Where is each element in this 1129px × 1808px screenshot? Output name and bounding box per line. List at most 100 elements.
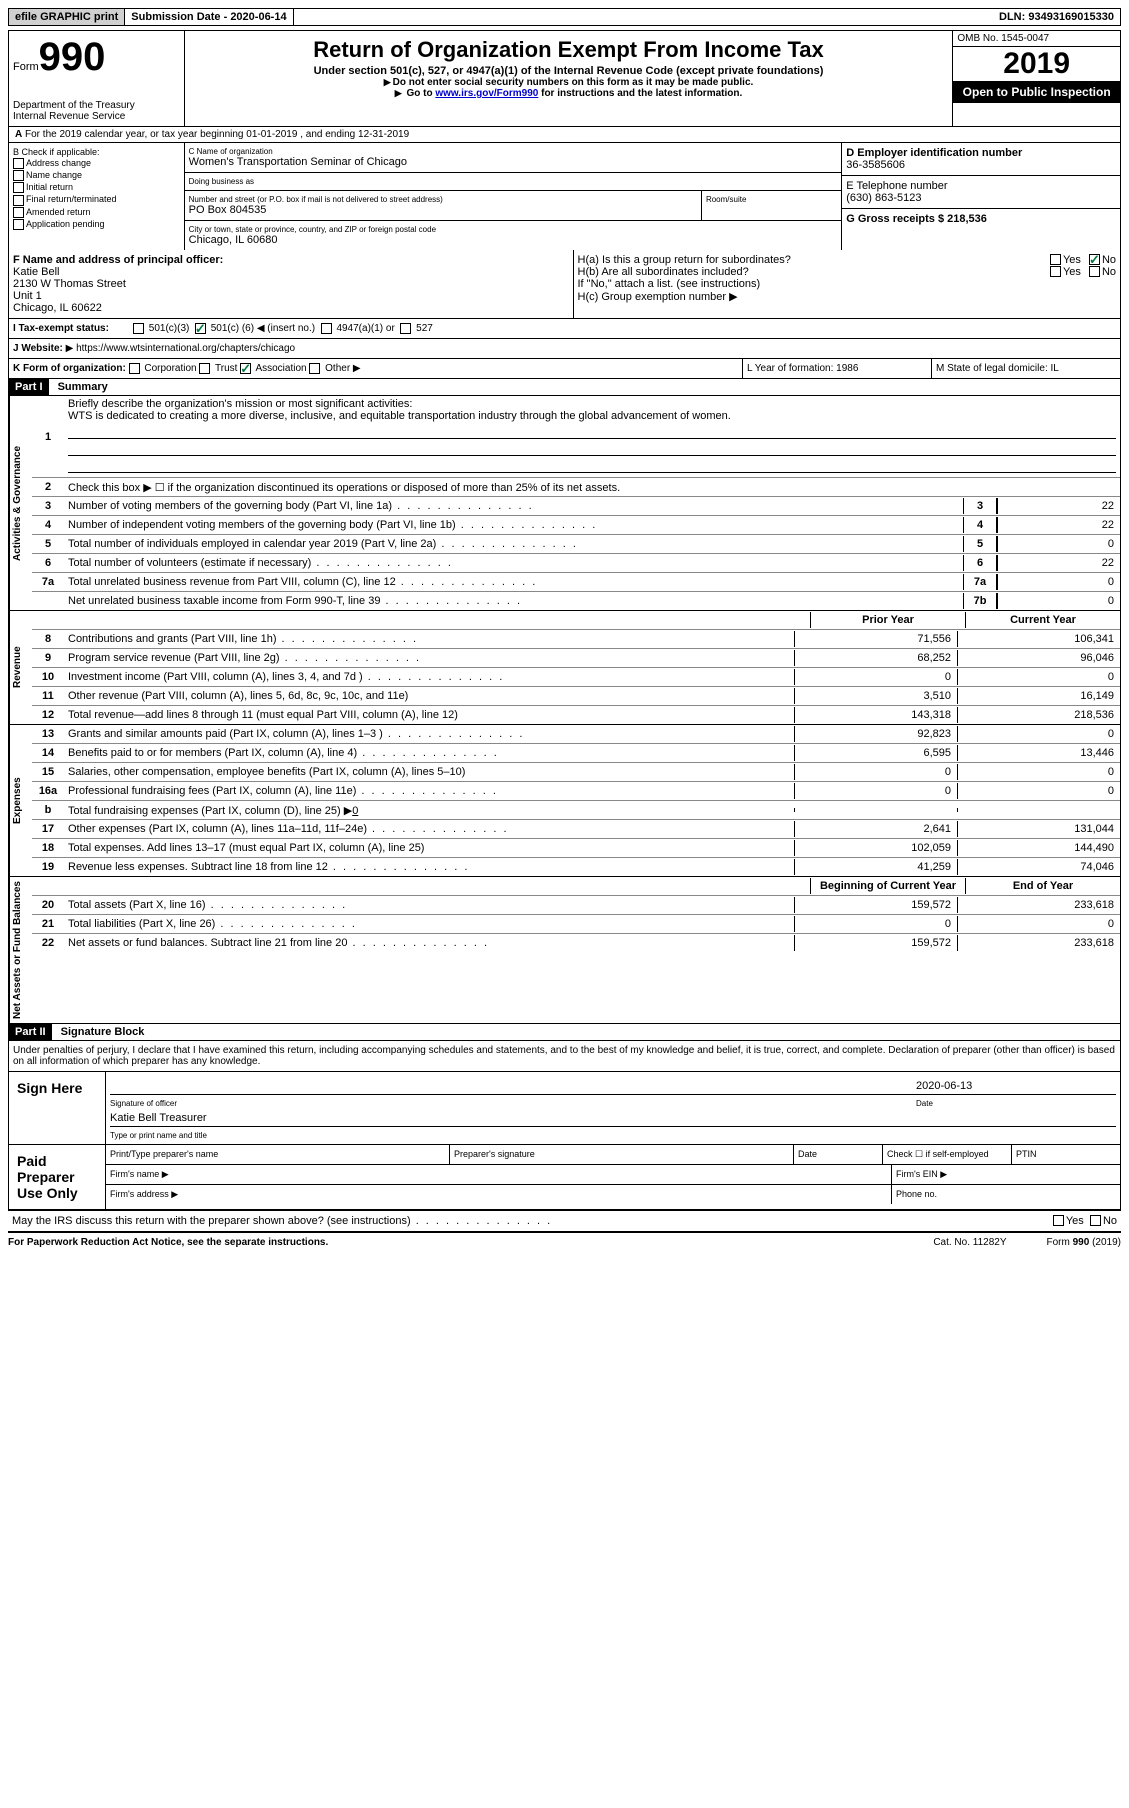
line19: Revenue less expenses. Subtract line 18 … <box>64 859 794 875</box>
discuss-text: May the IRS discuss this return with the… <box>12 1215 1053 1227</box>
cb-app-pending[interactable] <box>13 219 24 230</box>
gross-receipts: G Gross receipts $ 218,536 <box>846 213 1116 225</box>
line5: Total number of individuals employed in … <box>64 536 963 552</box>
c22: 233,618 <box>957 935 1120 951</box>
discuss-yes[interactable] <box>1053 1215 1064 1226</box>
prep-check-label: Check ☐ if self-employed <box>883 1145 1012 1164</box>
p11: 3,510 <box>794 688 957 704</box>
prior-head: Prior Year <box>810 612 965 628</box>
org-name: Women's Transportation Seminar of Chicag… <box>189 156 838 168</box>
cb-assoc[interactable] <box>240 363 251 374</box>
website-value: https://www.wtsinternational.org/chapter… <box>76 343 295 354</box>
firm-name-label: Firm's name ▶ <box>106 1165 892 1184</box>
p13: 92,823 <box>794 726 957 742</box>
cb-address-change[interactable] <box>13 158 24 169</box>
cb-other[interactable] <box>309 363 320 374</box>
hc-label: H(c) Group exemption number <box>578 291 727 303</box>
v4: 22 <box>997 517 1120 533</box>
officer-addr1: 2130 W Thomas Street <box>13 278 569 290</box>
c9: 96,046 <box>957 650 1120 666</box>
form990-link[interactable]: www.irs.gov/Form990 <box>435 88 538 99</box>
line7b: Net unrelated business taxable income fr… <box>64 593 963 609</box>
line16b: Total fundraising expenses (Part IX, col… <box>64 802 794 819</box>
gov-label: Activities & Governance <box>9 396 32 610</box>
cb-initial-return[interactable] <box>13 182 24 193</box>
line21: Total liabilities (Part X, line 26) <box>64 916 794 932</box>
prep-date-label: Date <box>794 1145 883 1164</box>
firm-addr-label: Firm's address ▶ <box>106 1185 892 1204</box>
street-label: Number and street (or P.O. box if mail i… <box>189 195 697 204</box>
sig-officer-caption: Signature of officer <box>110 1099 916 1108</box>
c13: 0 <box>957 726 1120 742</box>
ha-no[interactable] <box>1089 254 1100 265</box>
line12: Total revenue—add lines 8 through 11 (mu… <box>64 707 794 723</box>
cb-name-change[interactable] <box>13 170 24 181</box>
column-b: B Check if applicable: Address change Na… <box>9 143 185 250</box>
line16a: Professional fundraising fees (Part IX, … <box>64 783 794 799</box>
prep-sig-label: Preparer's signature <box>450 1145 794 1164</box>
cb-501c[interactable] <box>195 323 206 334</box>
p16a: 0 <box>794 783 957 799</box>
c21: 0 <box>957 916 1120 932</box>
type-name-caption: Type or print name and title <box>110 1131 1116 1140</box>
v7a: 0 <box>997 574 1120 590</box>
c11: 16,149 <box>957 688 1120 704</box>
submission-date: Submission Date - 2020-06-14 <box>125 9 293 25</box>
officer-sig-name: Katie Bell Treasurer <box>110 1112 1116 1126</box>
ha-yes[interactable] <box>1050 254 1061 265</box>
city-label: City or town, state or province, country… <box>189 225 838 234</box>
hb-note: If "No," attach a list. (see instruction… <box>578 278 1117 290</box>
cb-501c3[interactable] <box>133 323 144 334</box>
cb-final-return[interactable] <box>13 195 24 206</box>
hb-no[interactable] <box>1089 266 1100 277</box>
org-name-label: C Name of organization <box>189 147 838 156</box>
p17: 2,641 <box>794 821 957 837</box>
rev-label: Revenue <box>9 611 32 724</box>
cat-no: Cat. No. 11282Y <box>933 1237 1006 1248</box>
ptin-label: PTIN <box>1012 1145 1120 1164</box>
part2-header: Part II <box>9 1024 52 1040</box>
website-label: J Website: <box>13 343 63 354</box>
line8: Contributions and grants (Part VIII, lin… <box>64 631 794 647</box>
room-label: Room/suite <box>706 195 837 204</box>
part1-header: Part I <box>9 379 49 395</box>
form-title: Return of Organization Exempt From Incom… <box>189 37 949 63</box>
line2: Check this box ▶ ☐ if the organization d… <box>64 479 1120 496</box>
p8: 71,556 <box>794 631 957 647</box>
mission-text: WTS is dedicated to creating a more dive… <box>68 410 731 422</box>
col-b-title: B Check if applicable: <box>13 147 180 157</box>
line7a: Total unrelated business revenue from Pa… <box>64 574 963 590</box>
v7b: 0 <box>997 593 1120 609</box>
v3: 22 <box>997 498 1120 514</box>
c10: 0 <box>957 669 1120 685</box>
officer-addr3: Chicago, IL 60622 <box>13 302 569 314</box>
line20: Total assets (Part X, line 16) <box>64 897 794 913</box>
discuss-no[interactable] <box>1090 1215 1101 1226</box>
form-note1: Do not enter social security numbers on … <box>189 77 949 88</box>
line13: Grants and similar amounts paid (Part IX… <box>64 726 794 742</box>
hb-yes[interactable] <box>1050 266 1061 277</box>
cb-4947[interactable] <box>321 323 332 334</box>
line14: Benefits paid to or for members (Part IX… <box>64 745 794 761</box>
k-label: K Form of organization: <box>13 363 126 374</box>
phone-label: E Telephone number <box>846 180 1116 192</box>
c19: 74,046 <box>957 859 1120 875</box>
cb-corp[interactable] <box>129 363 140 374</box>
prep-name-label: Print/Type preparer's name <box>106 1145 450 1164</box>
line18: Total expenses. Add lines 13–17 (must eq… <box>64 840 794 856</box>
c17: 131,044 <box>957 821 1120 837</box>
efile-button[interactable]: efile GRAPHIC print <box>9 9 125 25</box>
part1-title: Summary <box>52 379 114 395</box>
cb-527[interactable] <box>400 323 411 334</box>
form-subtitle: Under section 501(c), 527, or 4947(a)(1)… <box>189 65 949 77</box>
cb-amended[interactable] <box>13 207 24 218</box>
cb-trust[interactable] <box>199 363 210 374</box>
begin-head: Beginning of Current Year <box>810 878 965 894</box>
p18: 102,059 <box>794 840 957 856</box>
dept1: Department of the Treasury <box>13 100 180 111</box>
line6: Total number of volunteers (estimate if … <box>64 555 963 571</box>
p10: 0 <box>794 669 957 685</box>
line-a: A For the 2019 calendar year, or tax yea… <box>9 127 1120 143</box>
form-number: 990 <box>39 35 106 79</box>
net-label: Net Assets or Fund Balances <box>9 877 32 1023</box>
